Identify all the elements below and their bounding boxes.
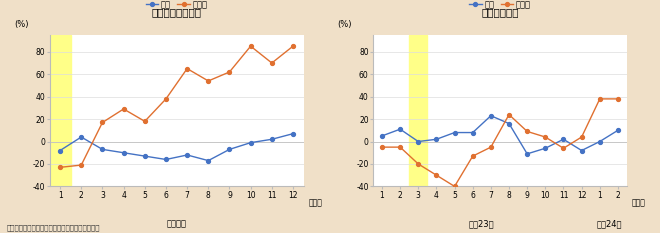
兵庫県 bbox=[247, 45, 255, 48]
三県計 bbox=[596, 97, 604, 100]
全国 bbox=[77, 136, 85, 138]
全国 bbox=[487, 114, 495, 117]
全国 bbox=[451, 131, 459, 134]
三県計 bbox=[469, 155, 477, 158]
Title: 東日本大震災: 東日本大震災 bbox=[481, 7, 519, 17]
兵庫県 bbox=[289, 45, 297, 48]
三県計 bbox=[432, 174, 440, 177]
三県計 bbox=[505, 113, 513, 116]
全国 bbox=[247, 141, 255, 144]
三県計 bbox=[451, 185, 459, 188]
全国 bbox=[205, 159, 213, 162]
Text: 平成24年: 平成24年 bbox=[596, 220, 622, 229]
Text: 平成23年: 平成23年 bbox=[469, 220, 494, 229]
全国 bbox=[560, 138, 568, 141]
全国 bbox=[541, 147, 549, 150]
三県計 bbox=[614, 97, 622, 100]
三県計 bbox=[560, 147, 568, 150]
全国 bbox=[396, 128, 404, 130]
全国 bbox=[414, 140, 422, 143]
兵庫県 bbox=[119, 108, 127, 110]
Line: 三県計: 三県計 bbox=[380, 97, 620, 188]
Line: 全国: 全国 bbox=[380, 114, 620, 156]
Bar bbox=[50, 35, 71, 186]
三県計 bbox=[396, 146, 404, 148]
Text: 資料）国土交通省「建築着工統計調査」より作成: 資料）国土交通省「建築着工統計調査」より作成 bbox=[7, 224, 100, 231]
三県計 bbox=[541, 136, 549, 138]
全国 bbox=[119, 151, 127, 154]
兵庫県 bbox=[183, 67, 191, 70]
全国 bbox=[268, 138, 276, 141]
全国 bbox=[523, 152, 531, 155]
兵庫県 bbox=[141, 120, 148, 123]
Text: (%): (%) bbox=[14, 20, 28, 29]
Text: （月）: （月） bbox=[632, 199, 646, 208]
全国 bbox=[596, 140, 604, 143]
全国 bbox=[98, 148, 106, 151]
全国 bbox=[578, 149, 585, 152]
兵庫県 bbox=[226, 71, 234, 73]
三県計 bbox=[414, 163, 422, 165]
Line: 全国: 全国 bbox=[58, 132, 295, 163]
兵庫県 bbox=[162, 97, 170, 100]
全国 bbox=[469, 131, 477, 134]
全国 bbox=[183, 154, 191, 156]
全国 bbox=[141, 155, 148, 158]
兵庫県 bbox=[98, 121, 106, 124]
全国 bbox=[505, 122, 513, 125]
全国 bbox=[162, 158, 170, 161]
Title: 阣神・淡路大震災: 阣神・淡路大震災 bbox=[152, 7, 201, 17]
全国 bbox=[614, 129, 622, 132]
兵庫県 bbox=[77, 164, 85, 167]
三県計 bbox=[523, 130, 531, 133]
全国 bbox=[378, 134, 386, 137]
Legend: 全国, 三県計: 全国, 三県計 bbox=[466, 0, 534, 12]
Legend: 全国, 兵庫県: 全国, 兵庫県 bbox=[143, 0, 211, 12]
Bar bbox=[409, 35, 428, 186]
Text: （月）: （月） bbox=[309, 199, 323, 208]
兵庫県 bbox=[56, 166, 64, 169]
Text: (%): (%) bbox=[337, 20, 352, 29]
兵庫県 bbox=[205, 79, 213, 82]
三県計 bbox=[487, 146, 495, 148]
全国 bbox=[432, 138, 440, 141]
Line: 兵庫県: 兵庫県 bbox=[58, 44, 295, 169]
全国 bbox=[56, 149, 64, 152]
全国 bbox=[226, 148, 234, 151]
三県計 bbox=[378, 146, 386, 148]
三県計 bbox=[578, 136, 585, 138]
全国 bbox=[289, 132, 297, 135]
Text: 平成７年: 平成７年 bbox=[166, 220, 187, 229]
兵庫県 bbox=[268, 62, 276, 64]
